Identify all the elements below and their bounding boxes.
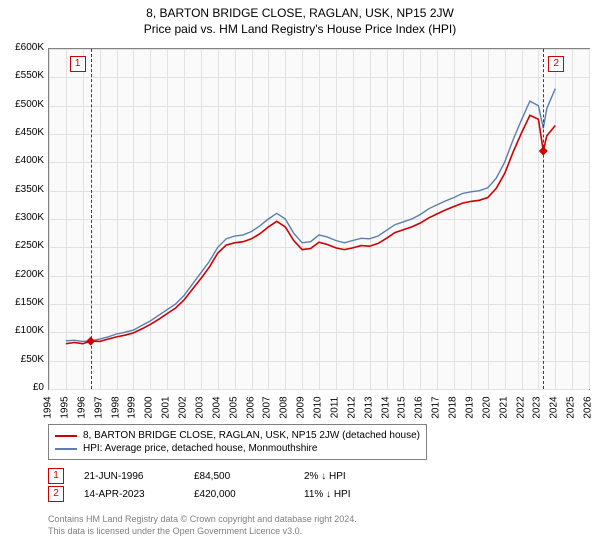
transactions-table: 1 21-JUN-1996 £84,500 2% ↓ HPI 2 14-APR-2023 £… <box>48 466 394 504</box>
x-tick-label: 1996 <box>76 393 87 423</box>
y-tick-label: £50K <box>4 354 44 365</box>
chart-subtitle: Price paid vs. HM Land Registry's House … <box>0 20 600 36</box>
series-property <box>66 115 555 343</box>
legend-item: HPI: Average price, detached house, Monm… <box>55 442 420 455</box>
x-tick-label: 1999 <box>127 393 138 423</box>
x-tick-label: 2003 <box>194 393 205 423</box>
x-tick-label: 1998 <box>110 393 121 423</box>
y-tick-label: £550K <box>4 70 44 81</box>
x-tick-label: 2025 <box>566 393 577 423</box>
chart-marker-callout: 2 <box>548 56 564 72</box>
footnote-line: This data is licensed under the Open Gov… <box>48 526 357 538</box>
legend-swatch-icon <box>55 435 77 437</box>
x-tick-label: 2000 <box>144 393 155 423</box>
x-tick-label: 2009 <box>296 393 307 423</box>
y-tick-label: £300K <box>4 212 44 223</box>
y-tick-label: £250K <box>4 240 44 251</box>
y-tick-label: £600K <box>4 42 44 53</box>
transaction-price: £420,000 <box>194 489 284 500</box>
transaction-row: 1 21-JUN-1996 £84,500 2% ↓ HPI <box>48 468 394 484</box>
x-tick-label: 2019 <box>464 393 475 423</box>
transaction-delta: 2% ↓ HPI <box>304 471 394 482</box>
x-tick-label: 1995 <box>59 393 70 423</box>
x-tick-label: 2010 <box>313 393 324 423</box>
y-tick-label: £350K <box>4 184 44 195</box>
footnote-line: Contains HM Land Registry data © Crown c… <box>48 514 357 526</box>
y-tick-label: £200K <box>4 269 44 280</box>
x-tick-label: 2026 <box>583 393 594 423</box>
x-tick-label: 2006 <box>245 393 256 423</box>
x-tick-label: 2008 <box>279 393 290 423</box>
legend: 8, BARTON BRIDGE CLOSE, RAGLAN, USK, NP1… <box>48 424 427 460</box>
transaction-marker-box: 1 <box>48 468 64 484</box>
x-tick-label: 2012 <box>346 393 357 423</box>
x-tick-label: 2015 <box>397 393 408 423</box>
chart-plot-area <box>48 48 590 390</box>
x-tick-label: 1997 <box>93 393 104 423</box>
x-tick-label: 2011 <box>329 393 340 423</box>
transaction-date: 21-JUN-1996 <box>84 471 174 482</box>
transaction-marker-box: 2 <box>48 486 64 502</box>
series-hpi <box>66 89 555 342</box>
x-tick-label: 2013 <box>363 393 374 423</box>
legend-item: 8, BARTON BRIDGE CLOSE, RAGLAN, USK, NP1… <box>55 429 420 442</box>
y-tick-label: £0 <box>4 382 44 393</box>
x-tick-label: 2017 <box>431 393 442 423</box>
x-tick-label: 1994 <box>43 393 54 423</box>
x-tick-label: 2021 <box>498 393 509 423</box>
footnote: Contains HM Land Registry data © Crown c… <box>48 514 357 537</box>
transaction-price: £84,500 <box>194 471 284 482</box>
x-tick-label: 2004 <box>211 393 222 423</box>
chart-title: 8, BARTON BRIDGE CLOSE, RAGLAN, USK, NP1… <box>0 0 600 20</box>
y-tick-label: £100K <box>4 325 44 336</box>
x-tick-label: 2016 <box>414 393 425 423</box>
x-tick-label: 2001 <box>161 393 172 423</box>
y-tick-label: £400K <box>4 155 44 166</box>
transaction-delta: 11% ↓ HPI <box>304 489 394 500</box>
chart-marker-callout: 1 <box>70 56 86 72</box>
x-tick-label: 2007 <box>262 393 273 423</box>
x-tick-label: 2020 <box>481 393 492 423</box>
legend-label: HPI: Average price, detached house, Monm… <box>83 443 317 454</box>
x-tick-label: 2014 <box>380 393 391 423</box>
y-tick-label: £150K <box>4 297 44 308</box>
transaction-date: 14-APR-2023 <box>84 489 174 500</box>
x-tick-label: 2002 <box>178 393 189 423</box>
x-tick-label: 2023 <box>532 393 543 423</box>
legend-label: 8, BARTON BRIDGE CLOSE, RAGLAN, USK, NP1… <box>83 430 420 441</box>
x-tick-label: 2024 <box>549 393 560 423</box>
y-tick-label: £500K <box>4 99 44 110</box>
legend-swatch-icon <box>55 448 77 450</box>
x-tick-label: 2022 <box>515 393 526 423</box>
transaction-row: 2 14-APR-2023 £420,000 11% ↓ HPI <box>48 486 394 502</box>
x-tick-label: 2018 <box>448 393 459 423</box>
x-tick-label: 2005 <box>228 393 239 423</box>
y-tick-label: £450K <box>4 127 44 138</box>
